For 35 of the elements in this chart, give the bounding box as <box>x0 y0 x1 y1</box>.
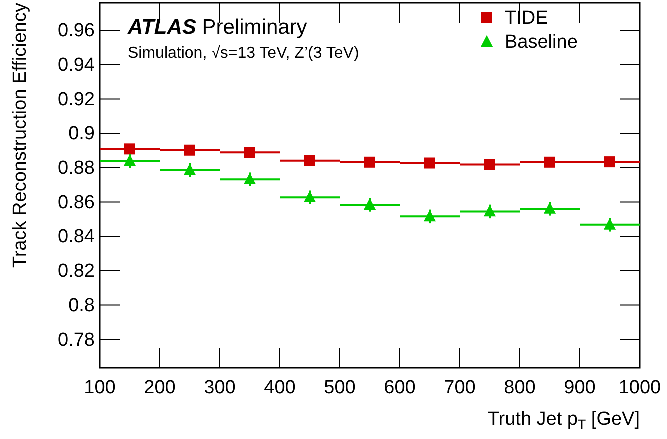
point <box>184 144 196 156</box>
annotation: ATLAS Preliminary <box>127 16 308 39</box>
x-axis-title: Truth Jet p$_{T}$ [GeV] <box>488 409 640 432</box>
y-tick-label: 0.9 <box>68 124 95 145</box>
point <box>424 158 436 169</box>
point <box>304 155 316 166</box>
y-tick-label: 0.86 <box>58 192 95 214</box>
y-tick-label: 0.8 <box>68 295 95 316</box>
point <box>364 156 376 168</box>
y-tick-label: 0.96 <box>58 20 95 42</box>
x-tick-label: 400 <box>264 377 296 398</box>
y-tick-label: 0.94 <box>58 54 96 76</box>
y-tick-label: 0.78 <box>58 330 95 351</box>
y-tick-label: 0.82 <box>58 261 95 282</box>
point <box>124 144 136 155</box>
x-tick-label: 900 <box>564 377 596 398</box>
point <box>244 147 256 158</box>
x-tick-label: 100 <box>84 377 116 398</box>
annotation: Simulation, √s=13 TeV, Z’(3 TeV) <box>128 45 360 62</box>
point <box>484 159 496 170</box>
legend-label: TIDE <box>505 8 548 29</box>
x-tick-label: 300 <box>204 377 236 398</box>
y-tick-label: 0.92 <box>58 89 95 110</box>
x-tick-label: 500 <box>324 377 356 398</box>
legend-label: Baseline <box>505 32 578 53</box>
x-tick-label: 1000 <box>618 377 662 398</box>
x-tick-label: 800 <box>504 377 536 398</box>
x-tick-label: 200 <box>144 377 176 398</box>
point <box>604 156 616 168</box>
y-tick-label: 0.84 <box>58 226 96 248</box>
x-tick-label: 600 <box>384 377 416 398</box>
y-axis-title: Track Reconstruction Efficiency <box>10 2 31 268</box>
y-tick-label: 0.88 <box>58 158 95 179</box>
point <box>544 156 556 168</box>
x-tick-label: 700 <box>444 377 476 398</box>
